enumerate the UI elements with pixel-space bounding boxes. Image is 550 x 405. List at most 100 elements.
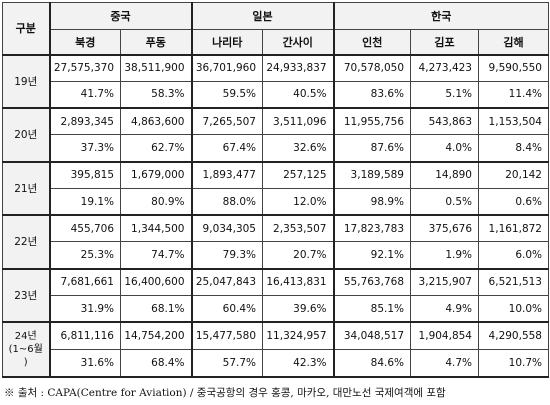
cell-share-percent: 83.6% [332, 80, 411, 110]
cell-share-percent: 31.6% [48, 349, 121, 379]
table-row-counts: 20년 2,893,345 4,863,600 7,265,507 3,511,096 1… [2, 107, 549, 163]
cell-passenger-count: 34,048,517 [332, 321, 411, 351]
header-airport-beijing: 북경 [48, 29, 121, 56]
cell-share-percent: 4.7% [410, 349, 479, 379]
cell-share-percent: 32.6% [262, 134, 334, 163]
table-row-shares: 41.7% 58.3% 59.5% 40.5% 83.6% 5.1% 11.4% [3, 80, 549, 110]
cell-passenger-count: 4,863,600 [120, 107, 192, 136]
cell-share-percent: 98.9% [332, 187, 411, 217]
cell-passenger-count: 20,142 [478, 161, 549, 189]
header-airport-narita: 나리타 [190, 29, 263, 56]
cell-passenger-count: 15,477,580 [190, 321, 263, 351]
header-group-korea: 한국 [332, 2, 549, 30]
header-airport-kansai: 간사이 [262, 29, 334, 56]
cell-share-percent: 42.3% [262, 349, 334, 379]
cell-share-percent: 68.4% [120, 349, 192, 379]
row-header-year: 22년 [2, 214, 50, 270]
cell-share-percent: 6.0% [478, 241, 549, 270]
cell-passenger-count: 17,823,783 [332, 214, 411, 243]
header-airport-gimpo: 김포 [410, 29, 479, 56]
cell-share-percent: 85.1% [332, 295, 411, 324]
cell-share-percent: 84.6% [332, 349, 411, 379]
cell-passenger-count: 1,344,500 [120, 214, 192, 243]
cell-passenger-count: 1,893,477 [190, 161, 263, 189]
table-row-shares: 25.3% 74.7% 79.3% 20.7% 92.1% 1.9% 6.0% [3, 241, 549, 270]
table-row-counts: 19년 27,575,370 38,511,900 36,701,960 24,933,… [2, 54, 549, 110]
cell-share-percent: 67.4% [190, 134, 263, 163]
table-row-counts: 22년 455,706 1,344,500 9,034,305 2,353,507 17,… [2, 214, 549, 270]
table-row-shares: 31.6% 68.4% 57.7% 42.3% 84.6% 4.7% 10.7% [3, 349, 549, 379]
cell-passenger-count: 1,904,854 [410, 321, 479, 351]
cell-passenger-count: 55,763,768 [332, 268, 411, 297]
cell-passenger-count: 70,578,050 [332, 54, 411, 82]
cell-share-percent: 8.4% [478, 134, 549, 163]
table-row-shares: 37.3% 62.7% 67.4% 32.6% 87.6% 4.0% 8.4% [3, 134, 549, 163]
cell-passenger-count: 3,511,096 [262, 107, 334, 136]
cell-passenger-count: 4,273,423 [410, 54, 479, 82]
cell-passenger-count: 1,161,872 [478, 214, 549, 243]
cell-passenger-count: 14,754,200 [120, 321, 192, 351]
cell-passenger-count: 9,590,550 [478, 54, 549, 82]
row-header-year: 19년 [2, 54, 50, 110]
cell-passenger-count: 38,511,900 [120, 54, 192, 82]
cell-share-percent: 37.3% [48, 134, 121, 163]
cell-share-percent: 10.0% [478, 295, 549, 324]
row-header-year: 21년 [2, 161, 50, 217]
cell-passenger-count: 375,676 [410, 214, 479, 243]
cell-passenger-count: 14,890 [410, 161, 479, 189]
cell-passenger-count: 1,153,504 [478, 107, 549, 136]
cell-share-percent: 88.0% [190, 187, 263, 217]
cell-share-percent: 12.0% [262, 187, 334, 217]
cell-passenger-count: 2,353,507 [262, 214, 334, 243]
cell-passenger-count: 9,034,305 [190, 214, 263, 243]
header-airport-pudong: 푸동 [120, 29, 192, 56]
cell-passenger-count: 1,679,000 [120, 161, 192, 189]
header-airport-gimhae: 김해 [478, 29, 549, 56]
cell-share-percent: 62.7% [120, 134, 192, 163]
cell-share-percent: 4.0% [410, 134, 479, 163]
cell-passenger-count: 24,933,837 [262, 54, 334, 82]
cell-passenger-count: 25,047,843 [190, 268, 263, 297]
cell-share-percent: 57.7% [190, 349, 263, 379]
cell-passenger-count: 543,863 [410, 107, 479, 136]
cell-share-percent: 0.5% [410, 187, 479, 217]
cell-share-percent: 74.7% [120, 241, 192, 270]
cell-passenger-count: 395,815 [48, 161, 121, 189]
cell-passenger-count: 36,701,960 [190, 54, 263, 82]
cell-passenger-count: 11,955,756 [332, 107, 411, 136]
cell-share-percent: 92.1% [332, 241, 411, 270]
cell-passenger-count: 27,575,370 [48, 54, 121, 82]
cell-passenger-count: 7,265,507 [190, 107, 263, 136]
header-gubun: 구분 [2, 2, 50, 55]
table-row-shares: 19.1% 80.9% 88.0% 12.0% 98.9% 0.5% 0.6% [3, 187, 549, 217]
cell-share-percent: 20.7% [262, 241, 334, 270]
cell-share-percent: 58.3% [120, 80, 192, 110]
cell-passenger-count: 7,681,661 [48, 268, 121, 297]
cell-share-percent: 39.6% [262, 295, 334, 324]
table-row-counts: 21년 395,815 1,679,000 1,893,477 257,125 3,189… [2, 161, 549, 217]
cell-share-percent: 0.6% [478, 187, 549, 217]
table-row-counts: 23년 7,681,661 16,400,600 25,047,843 16,413,8… [2, 268, 549, 324]
cell-share-percent: 19.1% [48, 187, 121, 217]
cell-passenger-count: 6,521,513 [478, 268, 549, 297]
row-header-year: 23년 [2, 268, 50, 324]
cell-share-percent: 40.5% [262, 80, 334, 110]
airport-passenger-table: 구분 중국 일본 한국 북경 푸동 나리타 간사이 인천 김포 김해 19년 27… [2, 2, 549, 379]
cell-share-percent: 68.1% [120, 295, 192, 324]
cell-share-percent: 1.9% [410, 241, 479, 270]
header-airport-incheon: 인천 [332, 29, 411, 56]
table-body: 19년 27,575,370 38,511,900 36,701,960 24,933,… [2, 54, 549, 379]
cell-share-percent: 79.3% [190, 241, 263, 270]
source-note: ※ 출처 : CAPA(Centre for Aviation) / 중국공항의… [4, 387, 446, 399]
cell-share-percent: 59.5% [190, 80, 263, 110]
table-row-shares: 31.9% 68.1% 60.4% 39.6% 85.1% 4.9% 10.0% [3, 295, 549, 324]
cell-passenger-count: 6,811,116 [48, 321, 121, 351]
cell-share-percent: 80.9% [120, 187, 192, 217]
header-group-china: 중국 [48, 2, 192, 30]
cell-share-percent: 31.9% [48, 295, 121, 324]
cell-passenger-count: 2,893,345 [48, 107, 121, 136]
header-group-japan: 일본 [190, 2, 334, 30]
cell-passenger-count: 257,125 [262, 161, 334, 189]
cell-share-percent: 41.7% [48, 80, 121, 110]
cell-passenger-count: 16,400,600 [120, 268, 192, 297]
